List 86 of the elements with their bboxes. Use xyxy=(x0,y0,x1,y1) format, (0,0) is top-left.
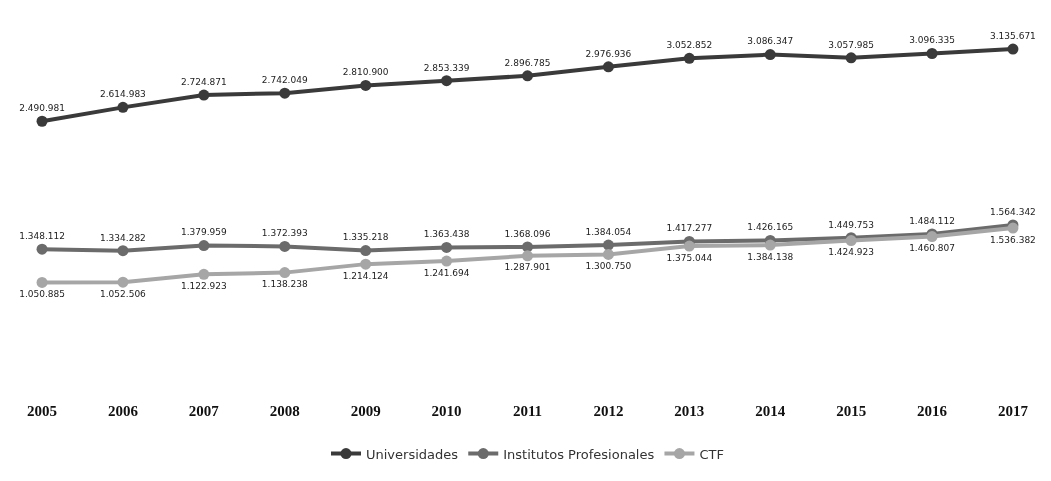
data-label: 1.368.096 xyxy=(504,228,551,239)
data-label: 1.424.923 xyxy=(828,247,875,258)
point xyxy=(36,115,48,127)
x-tick-label: 2010 xyxy=(431,403,462,419)
point xyxy=(522,241,533,253)
point xyxy=(117,101,129,113)
data-label: 1.122.923 xyxy=(180,280,227,291)
legend-label: Universidades xyxy=(366,446,459,462)
point xyxy=(602,61,614,73)
data-label: 1.138.238 xyxy=(261,279,308,290)
point xyxy=(360,79,372,91)
point xyxy=(602,239,614,251)
data-label: 2.810.900 xyxy=(342,67,389,78)
legend-label: Institutos Profesionales xyxy=(503,446,655,462)
point xyxy=(522,70,533,82)
point xyxy=(441,255,453,267)
data-label: 2.896.785 xyxy=(504,57,551,68)
point xyxy=(602,248,614,260)
point xyxy=(360,245,372,257)
data-label: 2.490.981 xyxy=(19,103,65,114)
point xyxy=(198,268,210,280)
data-label: 1.334.282 xyxy=(100,232,146,243)
data-label: 2.742.049 xyxy=(261,75,308,86)
data-label: 3.052.852 xyxy=(666,40,713,51)
data-label: 1.300.750 xyxy=(585,261,632,272)
point xyxy=(198,89,210,101)
data-label: 2.853.339 xyxy=(423,62,470,73)
data-label: 2.976.936 xyxy=(585,48,632,59)
x-tick-label: 2017 xyxy=(997,403,1029,419)
data-label: 1.384.138 xyxy=(747,251,794,262)
data-label: 3.096.335 xyxy=(909,35,955,46)
data-label: 1.375.044 xyxy=(666,252,713,263)
data-label: 3.057.985 xyxy=(828,39,875,50)
point xyxy=(36,243,48,255)
x-tick-label: 2011 xyxy=(512,403,543,419)
point xyxy=(36,276,48,288)
point xyxy=(683,240,695,252)
data-label: 1.564.342 xyxy=(990,206,1036,217)
data-label: 1.348.112 xyxy=(19,231,65,242)
x-tick-label: 2012 xyxy=(593,403,624,419)
point xyxy=(683,52,695,64)
data-label: 3.086.347 xyxy=(747,36,794,47)
point xyxy=(198,240,210,252)
data-label: 3.135.671 xyxy=(990,30,1036,41)
point xyxy=(522,250,533,262)
data-label: 1.335.218 xyxy=(342,232,389,243)
point xyxy=(441,75,453,87)
x-tick-label: 2016 xyxy=(917,403,948,419)
legend-label: CTF xyxy=(699,446,724,462)
point xyxy=(926,47,938,59)
x-tick-label: 2007 xyxy=(188,403,220,419)
point xyxy=(279,240,291,252)
point xyxy=(360,258,372,270)
x-tick-label: 2005 xyxy=(27,403,58,419)
point xyxy=(279,87,291,99)
x-tick-label: 2006 xyxy=(107,403,139,419)
data-label: 1.214.124 xyxy=(342,270,389,281)
data-label: 1.363.438 xyxy=(423,229,470,240)
x-tick-label: 2009 xyxy=(350,403,381,419)
point xyxy=(764,49,776,61)
data-label: 1.384.054 xyxy=(585,226,632,237)
data-label: 1.449.753 xyxy=(828,219,875,230)
point xyxy=(117,245,129,257)
data-label: 1.241.694 xyxy=(423,267,470,278)
point xyxy=(845,52,857,64)
point xyxy=(441,241,453,253)
data-label: 1.050.885 xyxy=(19,289,65,300)
point xyxy=(117,276,129,288)
data-label: 1.460.807 xyxy=(909,243,955,254)
point xyxy=(279,267,291,279)
data-label: 1.426.165 xyxy=(747,222,794,233)
x-tick-label: 2015 xyxy=(836,403,867,419)
x-tick-label: 2014 xyxy=(755,403,786,419)
data-label: 1.417.277 xyxy=(666,223,713,234)
data-label: 2.614.983 xyxy=(100,89,146,100)
data-label: 2.724.871 xyxy=(180,76,227,87)
point xyxy=(1007,43,1019,55)
data-label: 1.379.959 xyxy=(180,227,228,238)
data-label: 1.287.901 xyxy=(504,262,551,273)
data-label: 1.052.506 xyxy=(100,288,147,299)
data-label: 1.536.382 xyxy=(990,234,1036,245)
x-tick-label: 2013 xyxy=(674,403,705,419)
point xyxy=(764,239,776,251)
data-label: 1.372.393 xyxy=(261,228,308,239)
data-label: 1.484.112 xyxy=(909,215,955,226)
x-tick-label: 2008 xyxy=(269,403,300,419)
